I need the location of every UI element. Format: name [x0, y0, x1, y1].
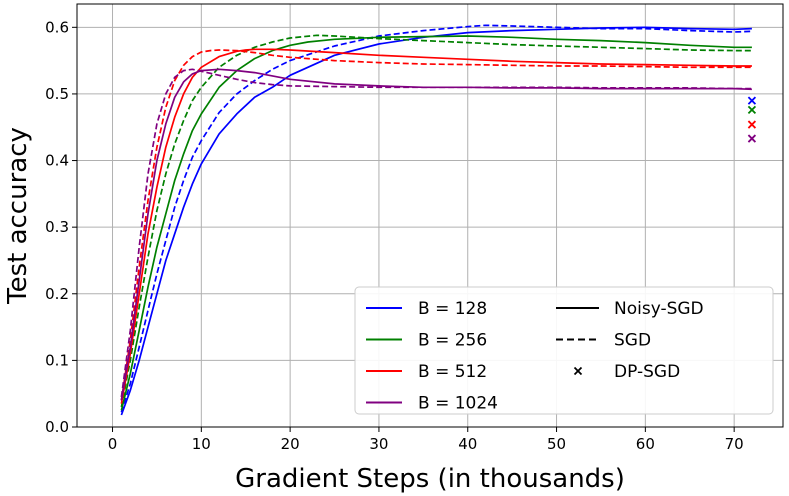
x-tick-label: 70 [725, 435, 744, 453]
legend-swatch [573, 366, 583, 376]
legend: B = 128 B = 256 B = 512 B = 1024 Noisy-SGD SG… [354, 286, 774, 415]
dp-sgd-markers [747, 96, 757, 143]
x-tick-label: 50 [547, 435, 566, 453]
legend-label: B = 256 [418, 331, 487, 351]
axis-ticks: 0 10 20 30 40 50 60 70 0.0 0.1 0.2 0.3 0.4 0.5 0.6 [45, 18, 744, 453]
y-tick-label: 0.4 [45, 152, 69, 170]
y-tick-label: 0.3 [45, 218, 69, 236]
y-tick-label: 0.1 [45, 351, 69, 369]
y-tick-label: 0.6 [45, 18, 69, 36]
legend-label: B = 1024 [418, 394, 498, 414]
legend-label: SGD [614, 331, 651, 351]
legend-label: DP-SGD [614, 362, 680, 382]
y-tick-label: 0.5 [45, 85, 69, 103]
series-line-256-noisy-sgd [120, 35, 752, 411]
legend-label: Noisy-SGD [614, 299, 704, 319]
dp-sgd-marker-256 [747, 105, 757, 115]
x-axis-label: Gradient Steps (in thousands) [235, 464, 625, 494]
dp-sgd-marker-512 [747, 120, 757, 129]
series-layer [120, 24, 752, 416]
legend-label: B = 512 [418, 362, 487, 382]
x-tick-label: 10 [192, 435, 211, 453]
y-tick-label: 0.2 [45, 285, 69, 303]
y-axis-label: Test accuracy [3, 127, 33, 305]
x-tick-label: 40 [458, 435, 477, 453]
legend-label: B = 128 [418, 299, 487, 319]
y-tick-label: 0.0 [45, 418, 69, 436]
series-line-512-noisy-sgd [120, 48, 752, 404]
x-tick-label: 20 [281, 435, 300, 453]
dp-sgd-marker-128 [747, 96, 757, 105]
plot-frame [76, 3, 784, 428]
series-line-1024-sgd [120, 68, 752, 398]
series-line-256-sgd [120, 34, 752, 408]
dp-sgd-marker-1024 [747, 134, 757, 143]
x-tick-label: 60 [636, 435, 655, 453]
legend-box [354, 286, 774, 415]
series-line-128-sgd [120, 24, 752, 413]
series-line-512-sgd [120, 49, 752, 401]
x-tick-label: 30 [369, 435, 388, 453]
x-tick-label: 0 [108, 435, 118, 453]
